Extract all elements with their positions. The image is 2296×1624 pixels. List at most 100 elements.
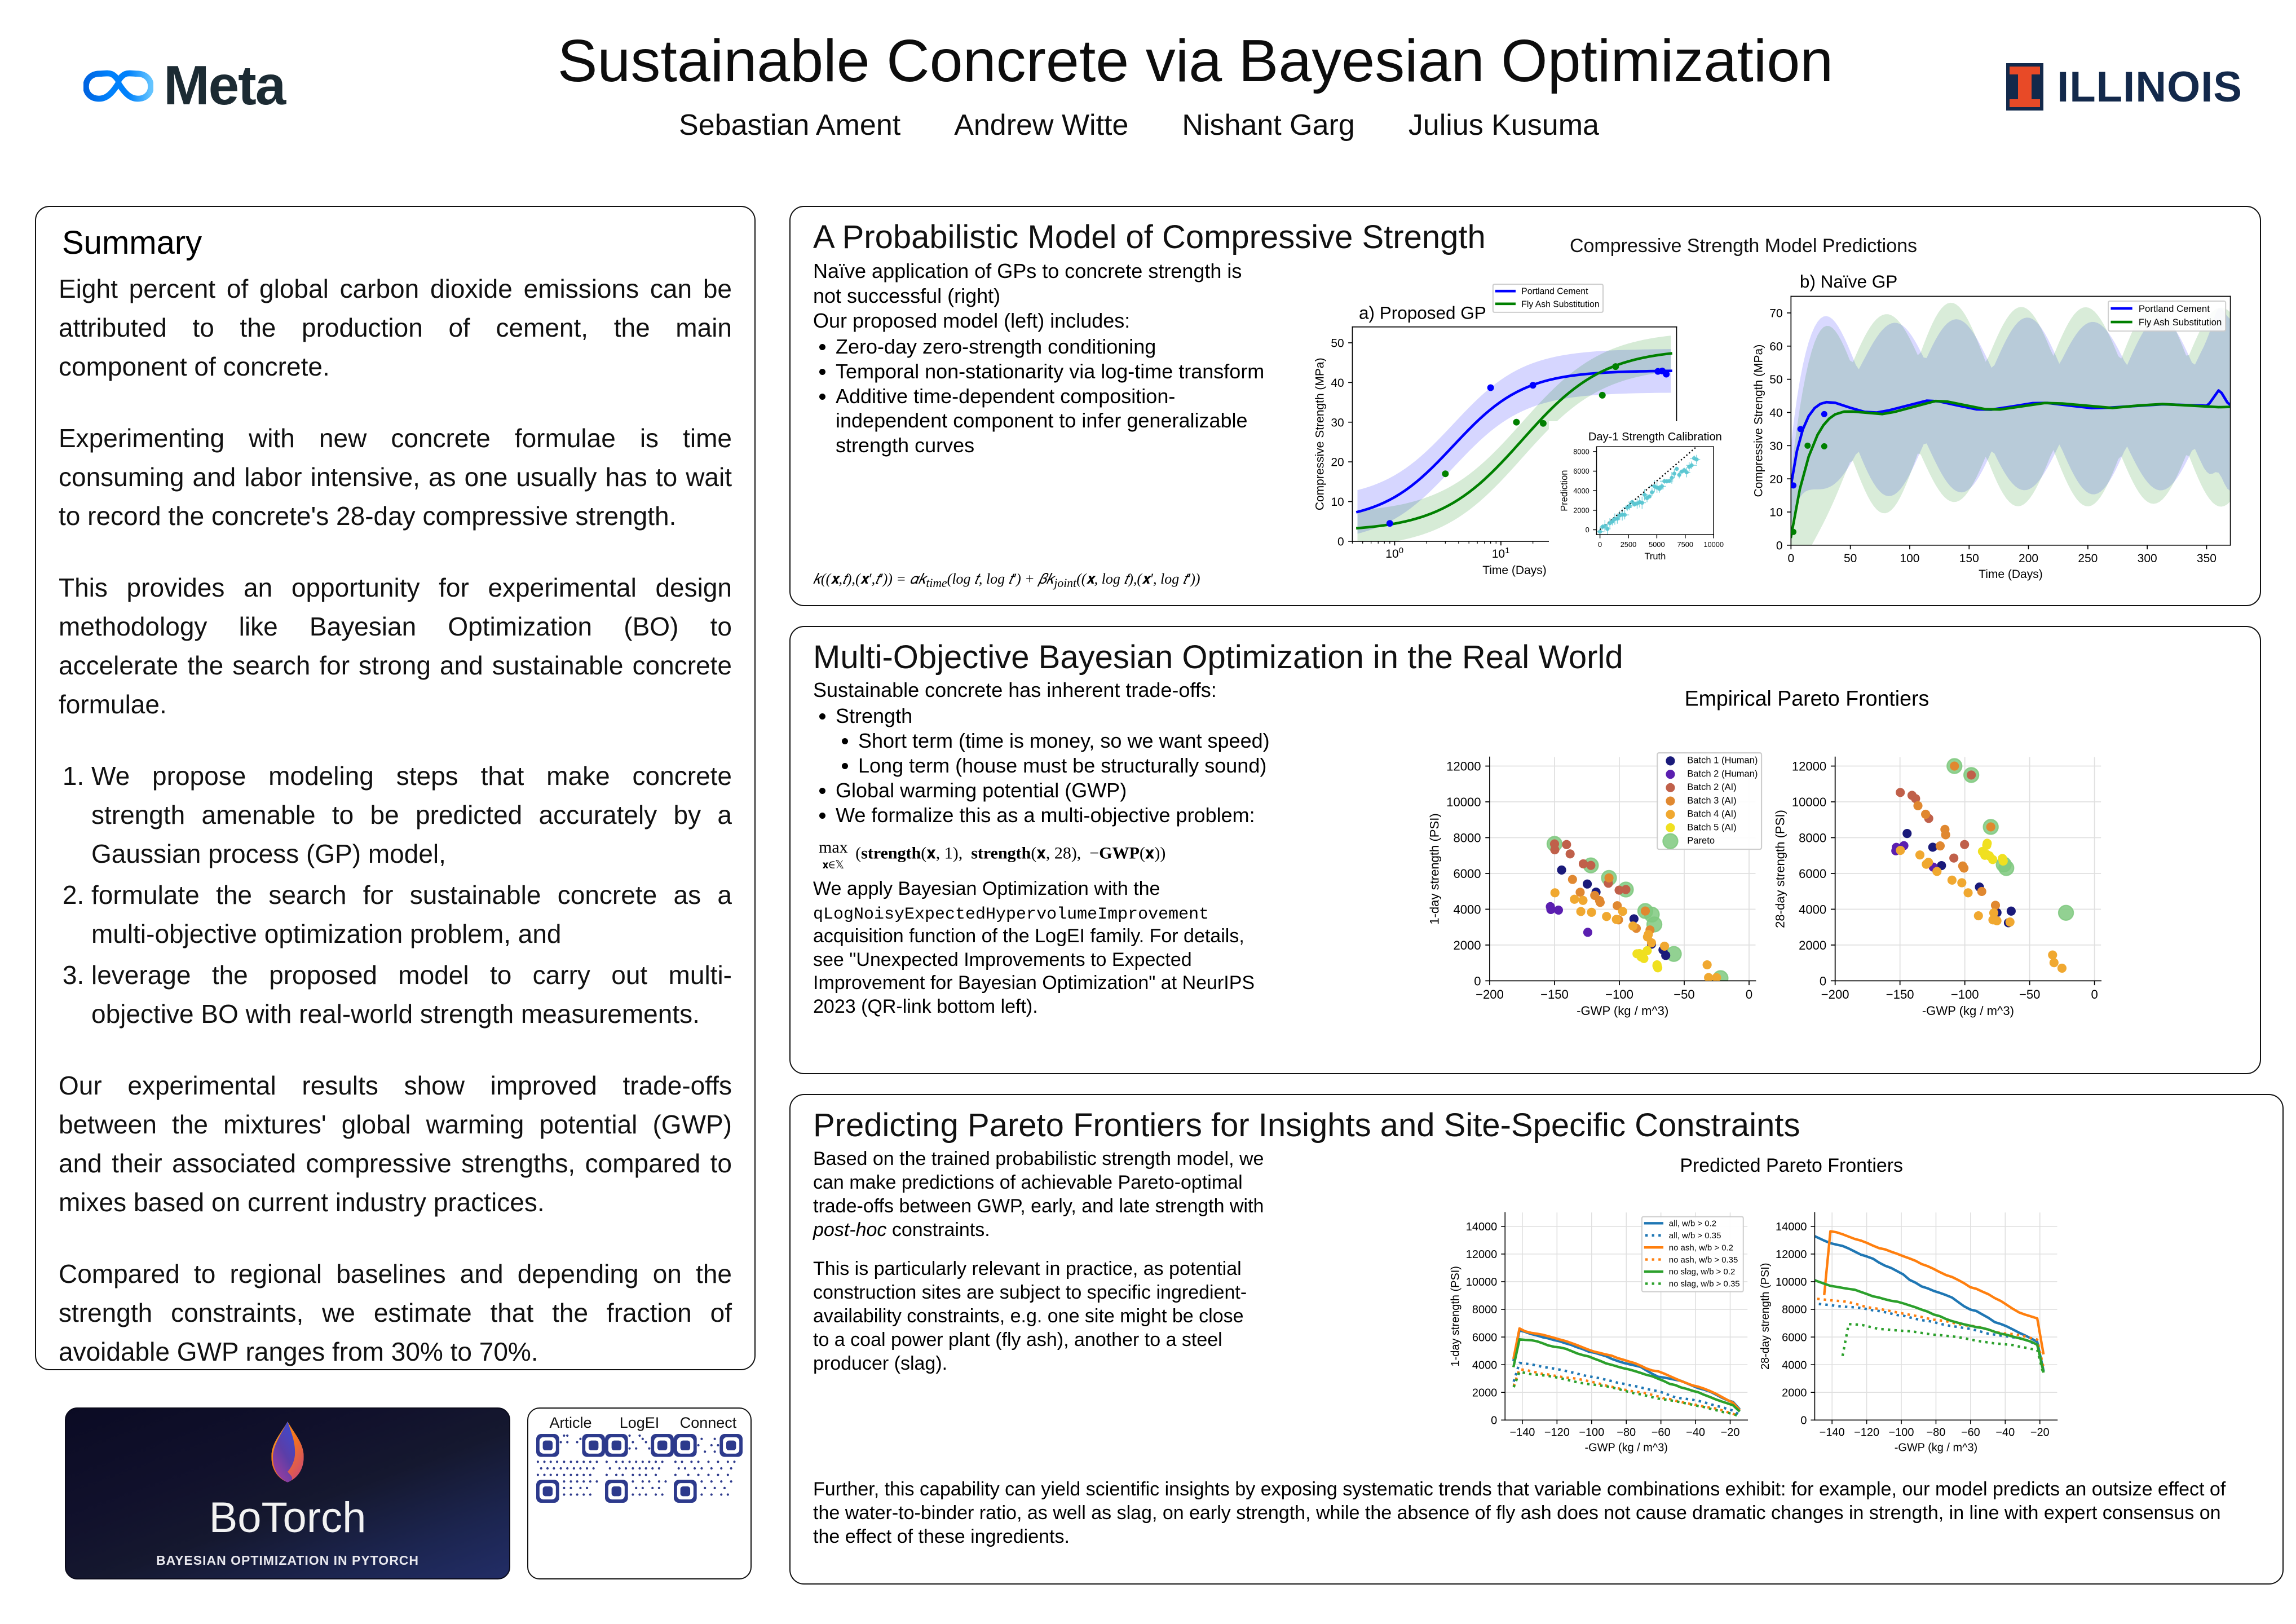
- svg-text:−80: −80: [1927, 1427, 1946, 1439]
- svg-text:−140: −140: [1509, 1427, 1535, 1439]
- svg-text:4000: 4000: [1799, 902, 1826, 916]
- svg-text:all, w/b > 0.35: all, w/b > 0.35: [1669, 1231, 1721, 1241]
- svg-text:0: 0: [1820, 974, 1826, 988]
- svg-text:4000: 4000: [1472, 1359, 1497, 1371]
- svg-text:−20: −20: [1721, 1427, 1740, 1439]
- svg-text:40: 40: [1769, 407, 1782, 420]
- svg-text:0: 0: [1474, 974, 1481, 988]
- svg-text:no slag, w/b > 0.2: no slag, w/b > 0.2: [1669, 1267, 1736, 1277]
- svg-text:8000: 8000: [1573, 448, 1589, 456]
- svg-text:14000: 14000: [1776, 1221, 1807, 1233]
- svg-text:28-day strength (PSI): 28-day strength (PSI): [1773, 810, 1787, 928]
- svg-text:10000: 10000: [1776, 1276, 1807, 1288]
- svg-text:Portland Cement: Portland Cement: [2139, 303, 2210, 314]
- svg-text:20: 20: [1331, 456, 1344, 469]
- svg-text:6000: 6000: [1573, 467, 1589, 475]
- svg-text:−40: −40: [1686, 1427, 1705, 1439]
- svg-text:no ash, w/b > 0.35: no ash, w/b > 0.35: [1669, 1255, 1738, 1265]
- svg-text:28-day strength (PSI): 28-day strength (PSI): [1759, 1263, 1772, 1370]
- svg-text:−200: −200: [1476, 987, 1504, 1001]
- svg-text:Truth: Truth: [1644, 551, 1666, 562]
- svg-text:2000: 2000: [1472, 1387, 1497, 1399]
- svg-text:8000: 8000: [1782, 1304, 1807, 1316]
- svg-text:Batch 2 (Human): Batch 2 (Human): [1687, 768, 1758, 779]
- svg-text:0: 0: [1586, 526, 1589, 534]
- svg-text:−150: −150: [1886, 987, 1914, 1001]
- svg-text:8000: 8000: [1799, 831, 1826, 845]
- svg-text:2500: 2500: [1621, 540, 1636, 549]
- svg-text:Portland Cement: Portland Cement: [1521, 287, 1588, 297]
- svg-text:Batch 5 (AI): Batch 5 (AI): [1687, 822, 1736, 832]
- svg-text:Fly Ash Substitution: Fly Ash Substitution: [1521, 299, 1599, 309]
- svg-text:0: 0: [1800, 1415, 1807, 1427]
- svg-text:4000: 4000: [1573, 487, 1589, 495]
- svg-text:Batch 4 (AI): Batch 4 (AI): [1687, 809, 1736, 819]
- svg-text:300: 300: [2138, 552, 2157, 565]
- svg-text:0: 0: [1598, 540, 1602, 549]
- svg-text:−80: −80: [1617, 1427, 1636, 1439]
- svg-text:−100: −100: [1605, 987, 1633, 1001]
- svg-text:no slag, w/b > 0.35: no slag, w/b > 0.35: [1669, 1279, 1740, 1289]
- svg-text:−100: −100: [1889, 1427, 1914, 1439]
- svg-text:70: 70: [1769, 307, 1782, 320]
- svg-text:150: 150: [1959, 552, 1979, 565]
- svg-text:Prediction: Prediction: [1560, 470, 1570, 511]
- svg-text:−40: −40: [1995, 1427, 2015, 1439]
- svg-text:Batch 2 (AI): Batch 2 (AI): [1687, 782, 1736, 792]
- svg-text:−20: −20: [2030, 1427, 2050, 1439]
- svg-text:−50: −50: [2019, 987, 2040, 1001]
- svg-text:Predicted Pareto Frontiers: Predicted Pareto Frontiers: [1680, 1155, 1903, 1176]
- svg-text:0: 0: [1746, 987, 1752, 1001]
- svg-text:Time (Days): Time (Days): [1482, 564, 1547, 577]
- svg-text:10000: 10000: [1446, 795, 1481, 809]
- svg-text:50: 50: [1331, 337, 1344, 350]
- svg-text:8000: 8000: [1453, 831, 1481, 845]
- svg-text:4000: 4000: [1782, 1359, 1807, 1371]
- svg-text:a) Proposed GP: a) Proposed GP: [1359, 303, 1486, 323]
- svg-text:12000: 12000: [1466, 1248, 1497, 1261]
- svg-text:4000: 4000: [1453, 902, 1481, 916]
- svg-text:10000: 10000: [1703, 540, 1724, 549]
- svg-text:Empirical Pareto Frontiers: Empirical Pareto Frontiers: [1685, 687, 1929, 710]
- svg-text:−200: −200: [1821, 987, 1849, 1001]
- svg-text:−60: −60: [1961, 1427, 1980, 1439]
- svg-text:0: 0: [2091, 987, 2098, 1001]
- svg-text:50: 50: [1769, 373, 1782, 386]
- svg-text:Compressive Strength (MPa): Compressive Strength (MPa): [1752, 345, 1765, 497]
- svg-text:20: 20: [1769, 473, 1782, 486]
- svg-text:14000: 14000: [1466, 1221, 1497, 1233]
- svg-text:6000: 6000: [1453, 867, 1481, 881]
- svg-text:-GWP (kg / m^3): -GWP (kg / m^3): [1584, 1441, 1667, 1454]
- svg-text:2000: 2000: [1799, 938, 1826, 952]
- svg-text:−150: −150: [1540, 987, 1569, 1001]
- svg-text:5000: 5000: [1649, 540, 1664, 549]
- svg-text:2000: 2000: [1782, 1387, 1807, 1399]
- svg-text:12000: 12000: [1446, 760, 1481, 774]
- svg-text:350: 350: [2197, 552, 2216, 565]
- svg-text:2000: 2000: [1453, 938, 1481, 952]
- svg-text:all, w/b > 0.2: all, w/b > 0.2: [1669, 1219, 1716, 1229]
- svg-text:12000: 12000: [1776, 1248, 1807, 1261]
- svg-text:100: 100: [1900, 552, 1919, 565]
- svg-text:0: 0: [1787, 552, 1794, 565]
- svg-text:0: 0: [1491, 1415, 1497, 1427]
- svg-text:Time (Days): Time (Days): [1979, 568, 2043, 581]
- svg-text:250: 250: [2078, 552, 2098, 565]
- svg-text:1-day strength (PSI): 1-day strength (PSI): [1428, 813, 1442, 924]
- svg-text:−60: −60: [1652, 1427, 1671, 1439]
- svg-text:no ash, w/b > 0.2: no ash, w/b > 0.2: [1669, 1243, 1733, 1252]
- svg-text:Compressive Strength (MPa): Compressive Strength (MPa): [1314, 358, 1327, 510]
- svg-text:−120: −120: [1854, 1427, 1879, 1439]
- svg-text:10000: 10000: [1466, 1276, 1497, 1288]
- svg-text:10: 10: [1769, 506, 1782, 519]
- svg-text:12000: 12000: [1792, 760, 1826, 774]
- svg-text:7500: 7500: [1677, 540, 1693, 549]
- svg-text:−120: −120: [1544, 1427, 1570, 1439]
- svg-text:200: 200: [2019, 552, 2038, 565]
- svg-text:-GWP (kg / m^3): -GWP (kg / m^3): [1922, 1004, 2014, 1018]
- svg-text:8000: 8000: [1472, 1304, 1497, 1316]
- svg-text:10000: 10000: [1792, 795, 1826, 809]
- svg-text:Batch 3 (AI): Batch 3 (AI): [1687, 795, 1736, 806]
- svg-text:Pareto: Pareto: [1687, 835, 1715, 846]
- svg-text:−100: −100: [1579, 1427, 1604, 1439]
